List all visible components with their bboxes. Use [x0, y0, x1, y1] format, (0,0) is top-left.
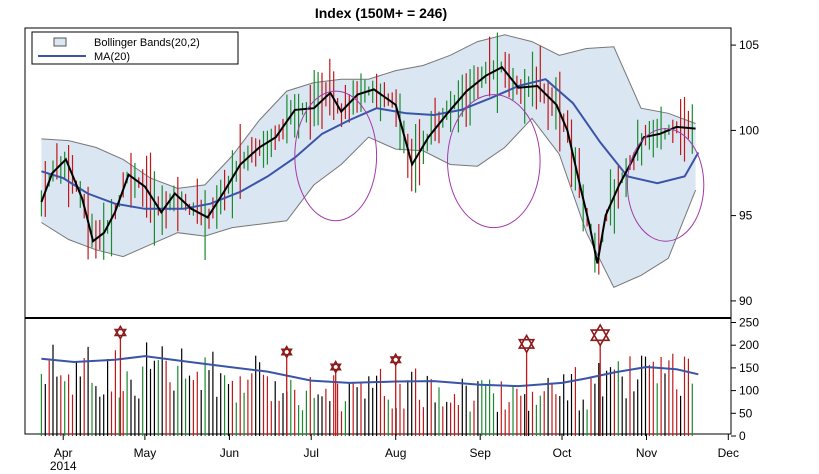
legend-box: [31, 31, 239, 65]
star-marker: [113, 324, 127, 337]
price-tick-label: 100: [739, 123, 759, 137]
volume-tick-label: 100: [739, 384, 759, 398]
band-lower-line: [41, 117, 697, 288]
pattern-ellipse: [626, 128, 705, 242]
star-marker: [389, 352, 402, 364]
x-tick-label: May: [134, 446, 157, 460]
ellipse-annotations: [294, 90, 705, 242]
star-marker: [113, 328, 127, 341]
price-tick-label: 105: [739, 38, 759, 52]
volume-tick-label: 200: [739, 338, 759, 352]
x-tick-label: Nov: [636, 446, 657, 460]
legend-band-swatch: [53, 37, 67, 47]
volume-tick-label: 250: [739, 316, 759, 330]
x-tick-label: Apr: [54, 446, 73, 460]
price-line: [40, 65, 696, 264]
x-tick-label: Oct: [553, 446, 572, 460]
star-marker: [280, 348, 293, 359]
volume-tick-label: 150: [739, 361, 759, 375]
price-axis: 90 95 100 105: [731, 38, 759, 308]
volume-tick-label: 0: [739, 429, 746, 443]
star-marker: [329, 363, 342, 375]
star-marker: [389, 356, 402, 367]
star-marker: [517, 338, 536, 354]
volume-axis: 0 50 100 150 200 250: [731, 316, 759, 443]
x-tick-label: Jun: [220, 446, 239, 460]
legend-band-label: Bollinger Bands(20,2): [94, 37, 200, 49]
x-tick-label: Jul: [304, 446, 319, 460]
legend: Bollinger Bands(20,2) MA(20): [31, 31, 239, 65]
volume-bars: [40, 342, 693, 436]
price-tick-label: 95: [739, 209, 753, 223]
chart-title: Index (150M+ = 246): [315, 5, 447, 21]
pattern-ellipse: [294, 90, 378, 222]
x-year-label: 2014: [50, 459, 77, 473]
x-tick-label: Sep: [470, 446, 492, 460]
ma-line-group: [41, 78, 700, 210]
price-tick-label: 90: [739, 294, 753, 308]
price-line-group: [40, 65, 696, 264]
star-marker: [589, 323, 611, 342]
star-marker: [589, 329, 611, 347]
volume-tick-label: 50: [739, 406, 753, 420]
x-tick-label: Aug: [385, 446, 406, 460]
star-marker: [280, 345, 293, 356]
legend-ma-label: MA(20): [94, 51, 130, 63]
ma20-line: [41, 78, 700, 210]
x-axis: Apr May Jun Jul Aug Sep Oct Nov Dec 2014: [50, 434, 739, 473]
star-marker: [517, 333, 536, 349]
volume-stars: [113, 323, 611, 436]
star-marker: [329, 359, 342, 371]
x-tick-label: Dec: [718, 446, 739, 460]
pattern-ellipse: [447, 94, 541, 229]
